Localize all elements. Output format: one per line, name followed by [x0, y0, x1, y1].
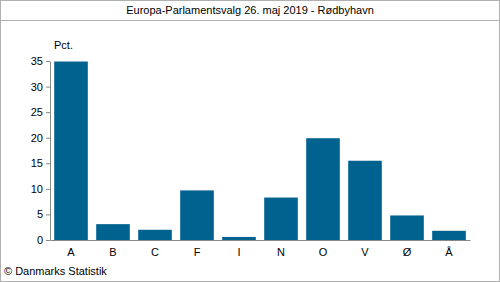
x-tick-label: A [67, 246, 75, 258]
y-axis-line [50, 62, 51, 241]
y-tick-label: 20 [31, 132, 43, 144]
x-tick-label: Ø [403, 246, 412, 258]
y-tick-mark [46, 163, 50, 164]
x-tick: O [319, 240, 328, 258]
frame [1, 1, 500, 282]
bar [348, 161, 382, 240]
bars [54, 62, 466, 240]
y-tick-mark [46, 112, 50, 113]
y-axis: 0 5 10 15 20 25 30 35 [31, 55, 51, 246]
y-tick-label: 5 [37, 208, 43, 220]
x-tick-label: C [151, 246, 159, 258]
x-tick: V [361, 240, 369, 258]
x-tick: C [151, 240, 159, 258]
y-tick-mark [46, 189, 50, 190]
x-tick: N [277, 240, 285, 258]
y-axis-title: Pct. [54, 39, 73, 51]
plot: 0 5 10 15 20 25 30 35 A B C F I N O V Ø Å [31, 55, 471, 258]
title: Europa-Parlamentsvalg 26. maj 2019 - Rød… [126, 4, 374, 16]
y-tick-label: 30 [31, 81, 43, 93]
y-tick-label: 25 [31, 106, 43, 118]
y-tick: 10 [31, 183, 50, 195]
x-tick: Ø [403, 240, 412, 258]
bar [432, 231, 466, 240]
x-tick-label: V [361, 246, 369, 258]
y-tick: 20 [31, 132, 50, 144]
x-tick-label: N [277, 246, 285, 258]
x-tick-label: I [237, 246, 240, 258]
bar [264, 198, 298, 240]
source: © Danmarks Statistik [4, 265, 107, 277]
y-tick-mark [46, 61, 50, 62]
x-tick: F [194, 240, 201, 258]
y-tick-mark [46, 240, 50, 241]
bar [180, 190, 214, 240]
title-rule [0, 20, 500, 21]
x-tick-label: F [194, 246, 201, 258]
x-tick-label: B [109, 246, 116, 258]
y-tick-mark [46, 138, 50, 139]
y-tick-label: 10 [31, 183, 43, 195]
x-tick-label: Å [445, 246, 453, 258]
x-tick: B [109, 240, 116, 258]
chart: Europa-Parlamentsvalg 26. maj 2019 - Rød… [0, 0, 500, 282]
y-tick: 35 [31, 55, 50, 67]
x-axis: ABCFINOVØÅ [51, 240, 471, 258]
y-tick-label: 0 [37, 234, 43, 246]
bar [54, 62, 88, 240]
x-tick: A [67, 240, 75, 258]
y-tick: 0 [37, 234, 50, 246]
x-tick: Å [445, 240, 453, 258]
y-tick: 25 [31, 106, 50, 118]
y-tick-label: 35 [31, 55, 43, 67]
y-tick-label: 15 [31, 157, 43, 169]
bar [138, 230, 172, 240]
y-tick: 15 [31, 157, 50, 169]
y-tick: 30 [31, 81, 50, 93]
bar [306, 138, 340, 240]
y-tick: 5 [37, 208, 50, 220]
x-axis-line [51, 240, 471, 241]
bar [390, 215, 424, 240]
x-tick: I [237, 240, 240, 258]
y-tick-mark [46, 87, 50, 88]
bar [96, 224, 130, 240]
y-tick-mark [46, 214, 50, 215]
x-tick-label: O [319, 246, 328, 258]
bar [222, 237, 256, 240]
